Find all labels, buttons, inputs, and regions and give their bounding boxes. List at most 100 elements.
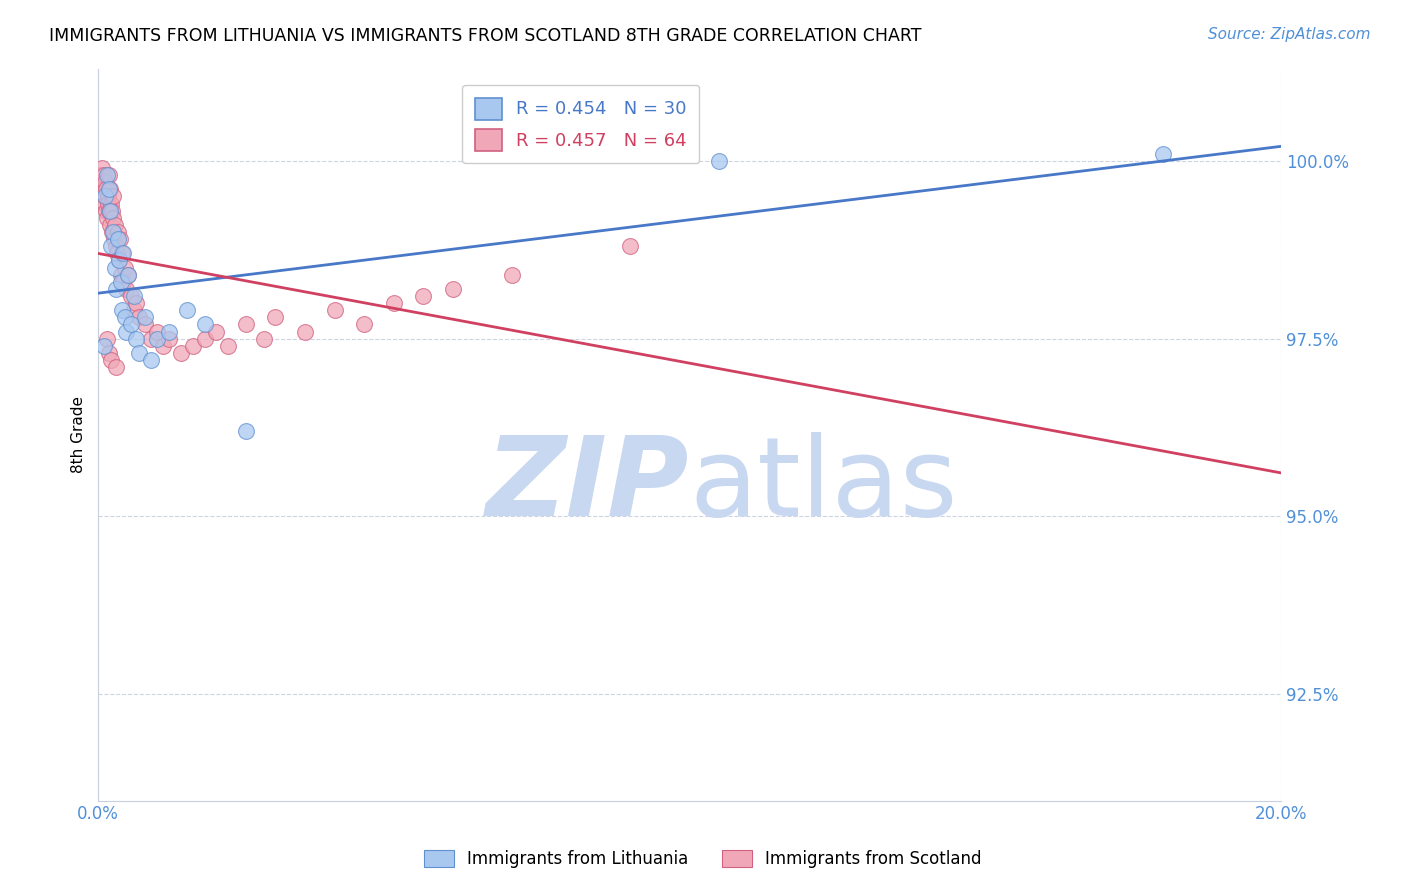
Point — [157, 325, 180, 339]
Point — [111, 275, 134, 289]
Point — [110, 268, 132, 282]
Point — [97, 168, 120, 182]
Point — [111, 246, 134, 260]
Point — [104, 218, 127, 232]
Point — [100, 353, 122, 368]
Point — [125, 332, 148, 346]
Text: IMMIGRANTS FROM LITHUANIA VS IMMIGRANTS FROM SCOTLAND 8TH GRADE CORRELATION CHAR: IMMIGRANTS FROM LITHUANIA VS IMMIGRANTS … — [49, 27, 922, 45]
Point — [105, 246, 128, 260]
Point — [501, 268, 523, 282]
Point — [100, 196, 122, 211]
Y-axis label: 8th Grade: 8th Grade — [72, 396, 86, 473]
Legend: R = 0.454   N = 30, R = 0.457   N = 64: R = 0.454 N = 30, R = 0.457 N = 64 — [463, 85, 699, 163]
Point — [235, 424, 257, 438]
Point — [97, 182, 120, 196]
Point — [103, 189, 125, 203]
Point — [117, 268, 139, 282]
Point — [100, 218, 122, 232]
Point — [117, 268, 139, 282]
Point — [619, 239, 641, 253]
Point — [97, 196, 120, 211]
Point — [93, 196, 115, 211]
Point — [91, 161, 114, 175]
Point — [141, 353, 163, 368]
Point — [152, 339, 174, 353]
Point — [90, 175, 112, 189]
Point — [441, 282, 464, 296]
Legend: Immigrants from Lithuania, Immigrants from Scotland: Immigrants from Lithuania, Immigrants fr… — [418, 843, 988, 875]
Point — [104, 239, 127, 253]
Point — [111, 246, 134, 260]
Point — [205, 325, 228, 339]
Point — [1152, 146, 1174, 161]
Point — [181, 339, 204, 353]
Point — [107, 232, 129, 246]
Text: ZIP: ZIP — [486, 433, 689, 540]
Point — [134, 318, 156, 332]
Point — [120, 289, 142, 303]
Point — [104, 260, 127, 275]
Point — [110, 275, 132, 289]
Text: Source: ZipAtlas.com: Source: ZipAtlas.com — [1208, 27, 1371, 42]
Point — [100, 239, 122, 253]
Point — [122, 289, 145, 303]
Point — [101, 211, 124, 225]
Point — [323, 303, 346, 318]
Point — [101, 225, 124, 239]
Point — [94, 175, 117, 189]
Point — [104, 282, 127, 296]
Point — [134, 310, 156, 325]
Point — [217, 339, 239, 353]
Point — [170, 346, 193, 360]
Point — [91, 182, 114, 196]
Point — [96, 211, 118, 225]
Point — [146, 325, 169, 339]
Point — [122, 303, 145, 318]
Point — [98, 203, 121, 218]
Point — [90, 168, 112, 182]
Point — [193, 332, 215, 346]
Point — [114, 310, 136, 325]
Point — [235, 318, 257, 332]
Point — [111, 303, 134, 318]
Point — [294, 325, 316, 339]
Point — [107, 253, 129, 268]
Point — [707, 153, 730, 168]
Point — [120, 318, 142, 332]
Point — [93, 189, 115, 203]
Point — [96, 189, 118, 203]
Point — [93, 339, 115, 353]
Point — [382, 296, 405, 310]
Point — [107, 253, 129, 268]
Point — [97, 346, 120, 360]
Point — [114, 260, 136, 275]
Point — [141, 332, 163, 346]
Point — [115, 282, 138, 296]
Point — [104, 359, 127, 374]
Point — [253, 332, 276, 346]
Point — [412, 289, 434, 303]
Point — [107, 225, 129, 239]
Point — [146, 332, 169, 346]
Point — [108, 232, 131, 246]
Point — [128, 346, 150, 360]
Point — [125, 296, 148, 310]
Point — [94, 189, 117, 203]
Point — [193, 318, 215, 332]
Text: atlas: atlas — [689, 433, 957, 540]
Point — [94, 203, 117, 218]
Point — [100, 225, 122, 239]
Point — [101, 203, 124, 218]
Point — [103, 232, 125, 246]
Point — [115, 325, 138, 339]
Point — [96, 182, 118, 196]
Point — [264, 310, 287, 325]
Point — [98, 203, 121, 218]
Point — [98, 182, 121, 196]
Point — [157, 332, 180, 346]
Point — [96, 168, 118, 182]
Point — [128, 310, 150, 325]
Point — [353, 318, 375, 332]
Point — [96, 332, 118, 346]
Point — [93, 168, 115, 182]
